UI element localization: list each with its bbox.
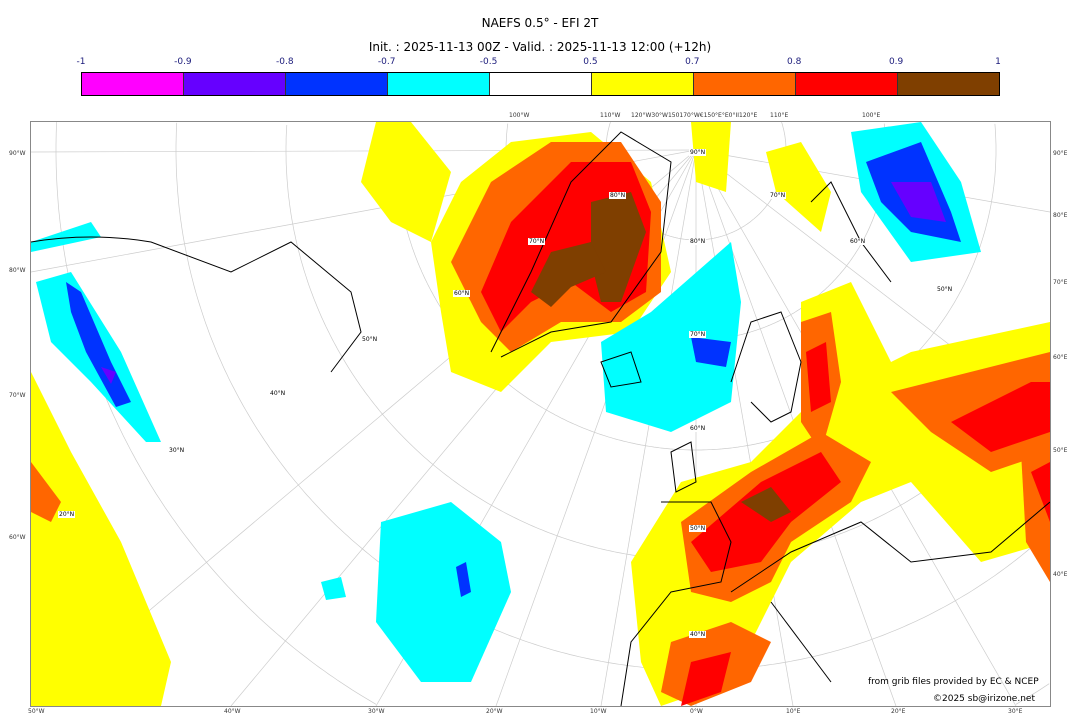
bottom-lon-label: 30°W bbox=[368, 708, 385, 715]
colorbar-tick-label: -0.7 bbox=[377, 57, 396, 67]
lat-label: 50°N bbox=[689, 525, 707, 532]
right-lon-label: 80°E bbox=[1053, 212, 1068, 219]
bottom-lon-label: 20°W bbox=[486, 708, 503, 715]
bottom-lon-label: 10°W bbox=[590, 708, 607, 715]
colorbar-swatch bbox=[898, 73, 999, 95]
colorbar-swatch bbox=[490, 73, 592, 95]
top-lon-label: 110°E bbox=[770, 112, 789, 119]
colorbar-tick-label: 0.7 bbox=[685, 57, 700, 67]
bottom-lon-label: 40°W bbox=[224, 708, 241, 715]
latitude-circle bbox=[781, 122, 787, 150]
copyright-credit: ©2025 sb@irizone.net bbox=[933, 694, 1035, 704]
lat-label: 90°N bbox=[689, 149, 707, 156]
top-lon-label: 110°W bbox=[600, 112, 621, 119]
bottom-lon-label: 50°W bbox=[28, 708, 45, 715]
lat-label: 60°N bbox=[849, 238, 867, 245]
left-lon-label: 60°W bbox=[9, 534, 26, 541]
colorbar-tick-label: 0.8 bbox=[787, 57, 802, 67]
right-lon-label: 90°E bbox=[1053, 150, 1068, 157]
lat-label: 60°N bbox=[689, 425, 707, 432]
colorbar-tick-label: -0.5 bbox=[479, 57, 498, 67]
colorbar-tick-label: -0.8 bbox=[275, 57, 294, 67]
latitude-circle bbox=[994, 123, 997, 150]
lat-label: 70°N bbox=[769, 192, 787, 199]
lat-label: 60°N bbox=[453, 290, 471, 297]
lat-label: 50°N bbox=[361, 336, 379, 343]
colorbar-tick-label: 0.9 bbox=[888, 57, 904, 67]
lat-label: 40°N bbox=[689, 631, 707, 638]
lat-label: 20°N bbox=[58, 511, 76, 518]
lat-label: 80°N bbox=[689, 238, 707, 245]
lat-label: 30°N bbox=[168, 447, 186, 454]
colorbar-swatch bbox=[796, 73, 898, 95]
latitude-circle bbox=[1015, 683, 1050, 705]
colorbar-swatch bbox=[388, 73, 490, 95]
map-title: NAEFS 0.5° - EFI 2T bbox=[481, 16, 599, 30]
bottom-lon-label: 0°W bbox=[690, 708, 703, 715]
lat-label: 80°N bbox=[609, 192, 627, 199]
colorbar bbox=[81, 72, 1000, 96]
bottom-lon-label: 30°E bbox=[1008, 708, 1023, 715]
bottom-lon-label: 20°E bbox=[891, 708, 906, 715]
left-lon-label: 70°W bbox=[9, 392, 26, 399]
right-lon-label: 70°E bbox=[1053, 279, 1068, 286]
right-lon-label: 60°E bbox=[1053, 354, 1068, 361]
colorbar-swatch bbox=[694, 73, 796, 95]
efi-shading bbox=[31, 122, 1050, 706]
lat-label: 40°N bbox=[269, 390, 287, 397]
right-lon-label: 40°E bbox=[1053, 571, 1068, 578]
colorbar-tick-label: -0.9 bbox=[174, 57, 192, 67]
colorbar-swatch bbox=[592, 73, 694, 95]
colorbar-swatch bbox=[286, 73, 388, 95]
colorbar-tick-label: 0.5 bbox=[583, 57, 598, 67]
lat-label: 70°N bbox=[528, 238, 546, 245]
data-source-credit: from grib files provided by EC & NCEP bbox=[868, 677, 1039, 687]
latitude-circle bbox=[395, 123, 997, 451]
map-panel: 90°N 80°N 70°N 60°N 50°N 40°N 30°N 20°N 80°N 70°N… bbox=[30, 121, 1051, 707]
left-lon-label: 90°W bbox=[9, 150, 26, 157]
top-lon-label: 120°W30°W150170°W€150°E°E0°II120°E bbox=[631, 112, 758, 119]
lat-label: 50°N bbox=[936, 286, 954, 293]
colorbar-swatch bbox=[82, 73, 184, 95]
lat-label: 70°N bbox=[689, 331, 707, 338]
colorbar-swatch bbox=[184, 73, 286, 95]
colorbar-tick-label: 1 bbox=[995, 57, 1001, 67]
top-lon-label: 100°E bbox=[862, 112, 881, 119]
left-lon-label: 80°W bbox=[9, 267, 26, 274]
map-subtitle: Init. : 2025-11-13 00Z - Valid. : 2025-1… bbox=[368, 40, 712, 54]
right-lon-label: 50°E bbox=[1053, 447, 1068, 454]
bottom-lon-label: 10°E bbox=[786, 708, 801, 715]
top-lon-label: 100°W bbox=[509, 112, 530, 119]
colorbar-tick-label: -1 bbox=[76, 57, 86, 67]
efi-map bbox=[31, 122, 1050, 706]
